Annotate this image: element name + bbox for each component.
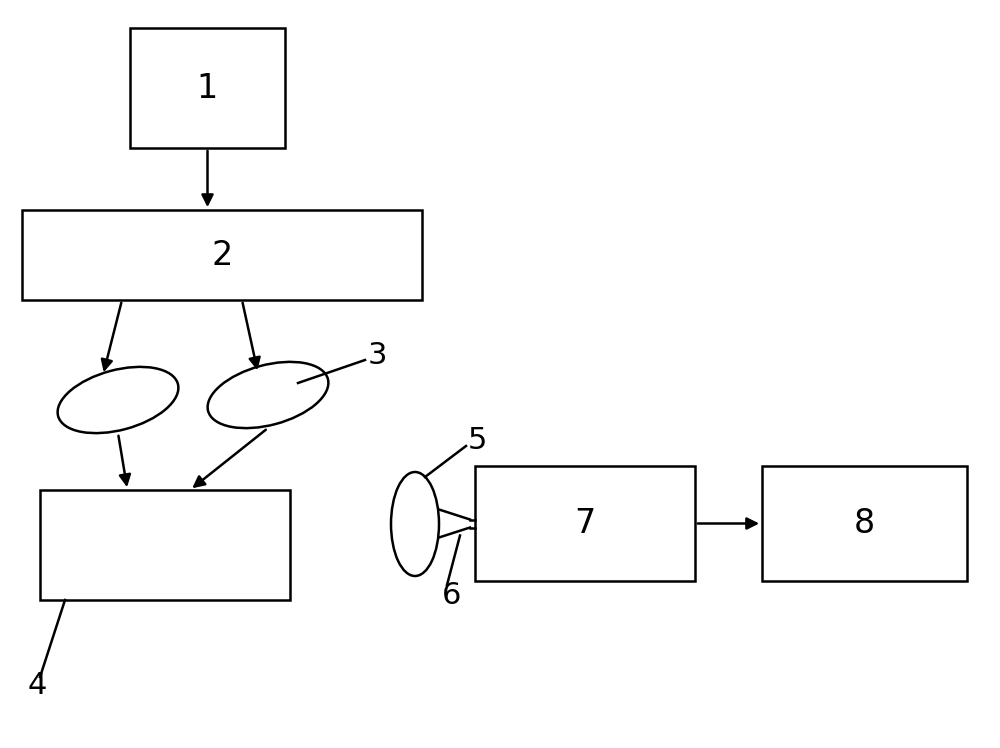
Text: 8: 8: [854, 507, 875, 540]
Ellipse shape: [58, 367, 178, 433]
Text: 3: 3: [368, 340, 388, 370]
Bar: [40, 490, 290, 600]
Bar: [762, 466, 967, 581]
Ellipse shape: [391, 472, 439, 576]
Text: 6: 6: [442, 580, 462, 610]
Text: 1: 1: [197, 72, 218, 105]
Bar: [130, 28, 285, 148]
Bar: [475, 466, 695, 581]
Ellipse shape: [208, 362, 328, 428]
Text: 7: 7: [574, 507, 596, 540]
Text: 2: 2: [211, 239, 233, 272]
Text: 5: 5: [468, 426, 487, 455]
Text: 4: 4: [28, 670, 47, 699]
Bar: [22, 210, 422, 300]
